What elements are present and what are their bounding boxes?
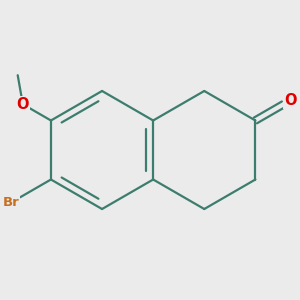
Text: O: O <box>284 93 296 108</box>
Text: Br: Br <box>3 196 20 209</box>
Text: O: O <box>16 97 29 112</box>
